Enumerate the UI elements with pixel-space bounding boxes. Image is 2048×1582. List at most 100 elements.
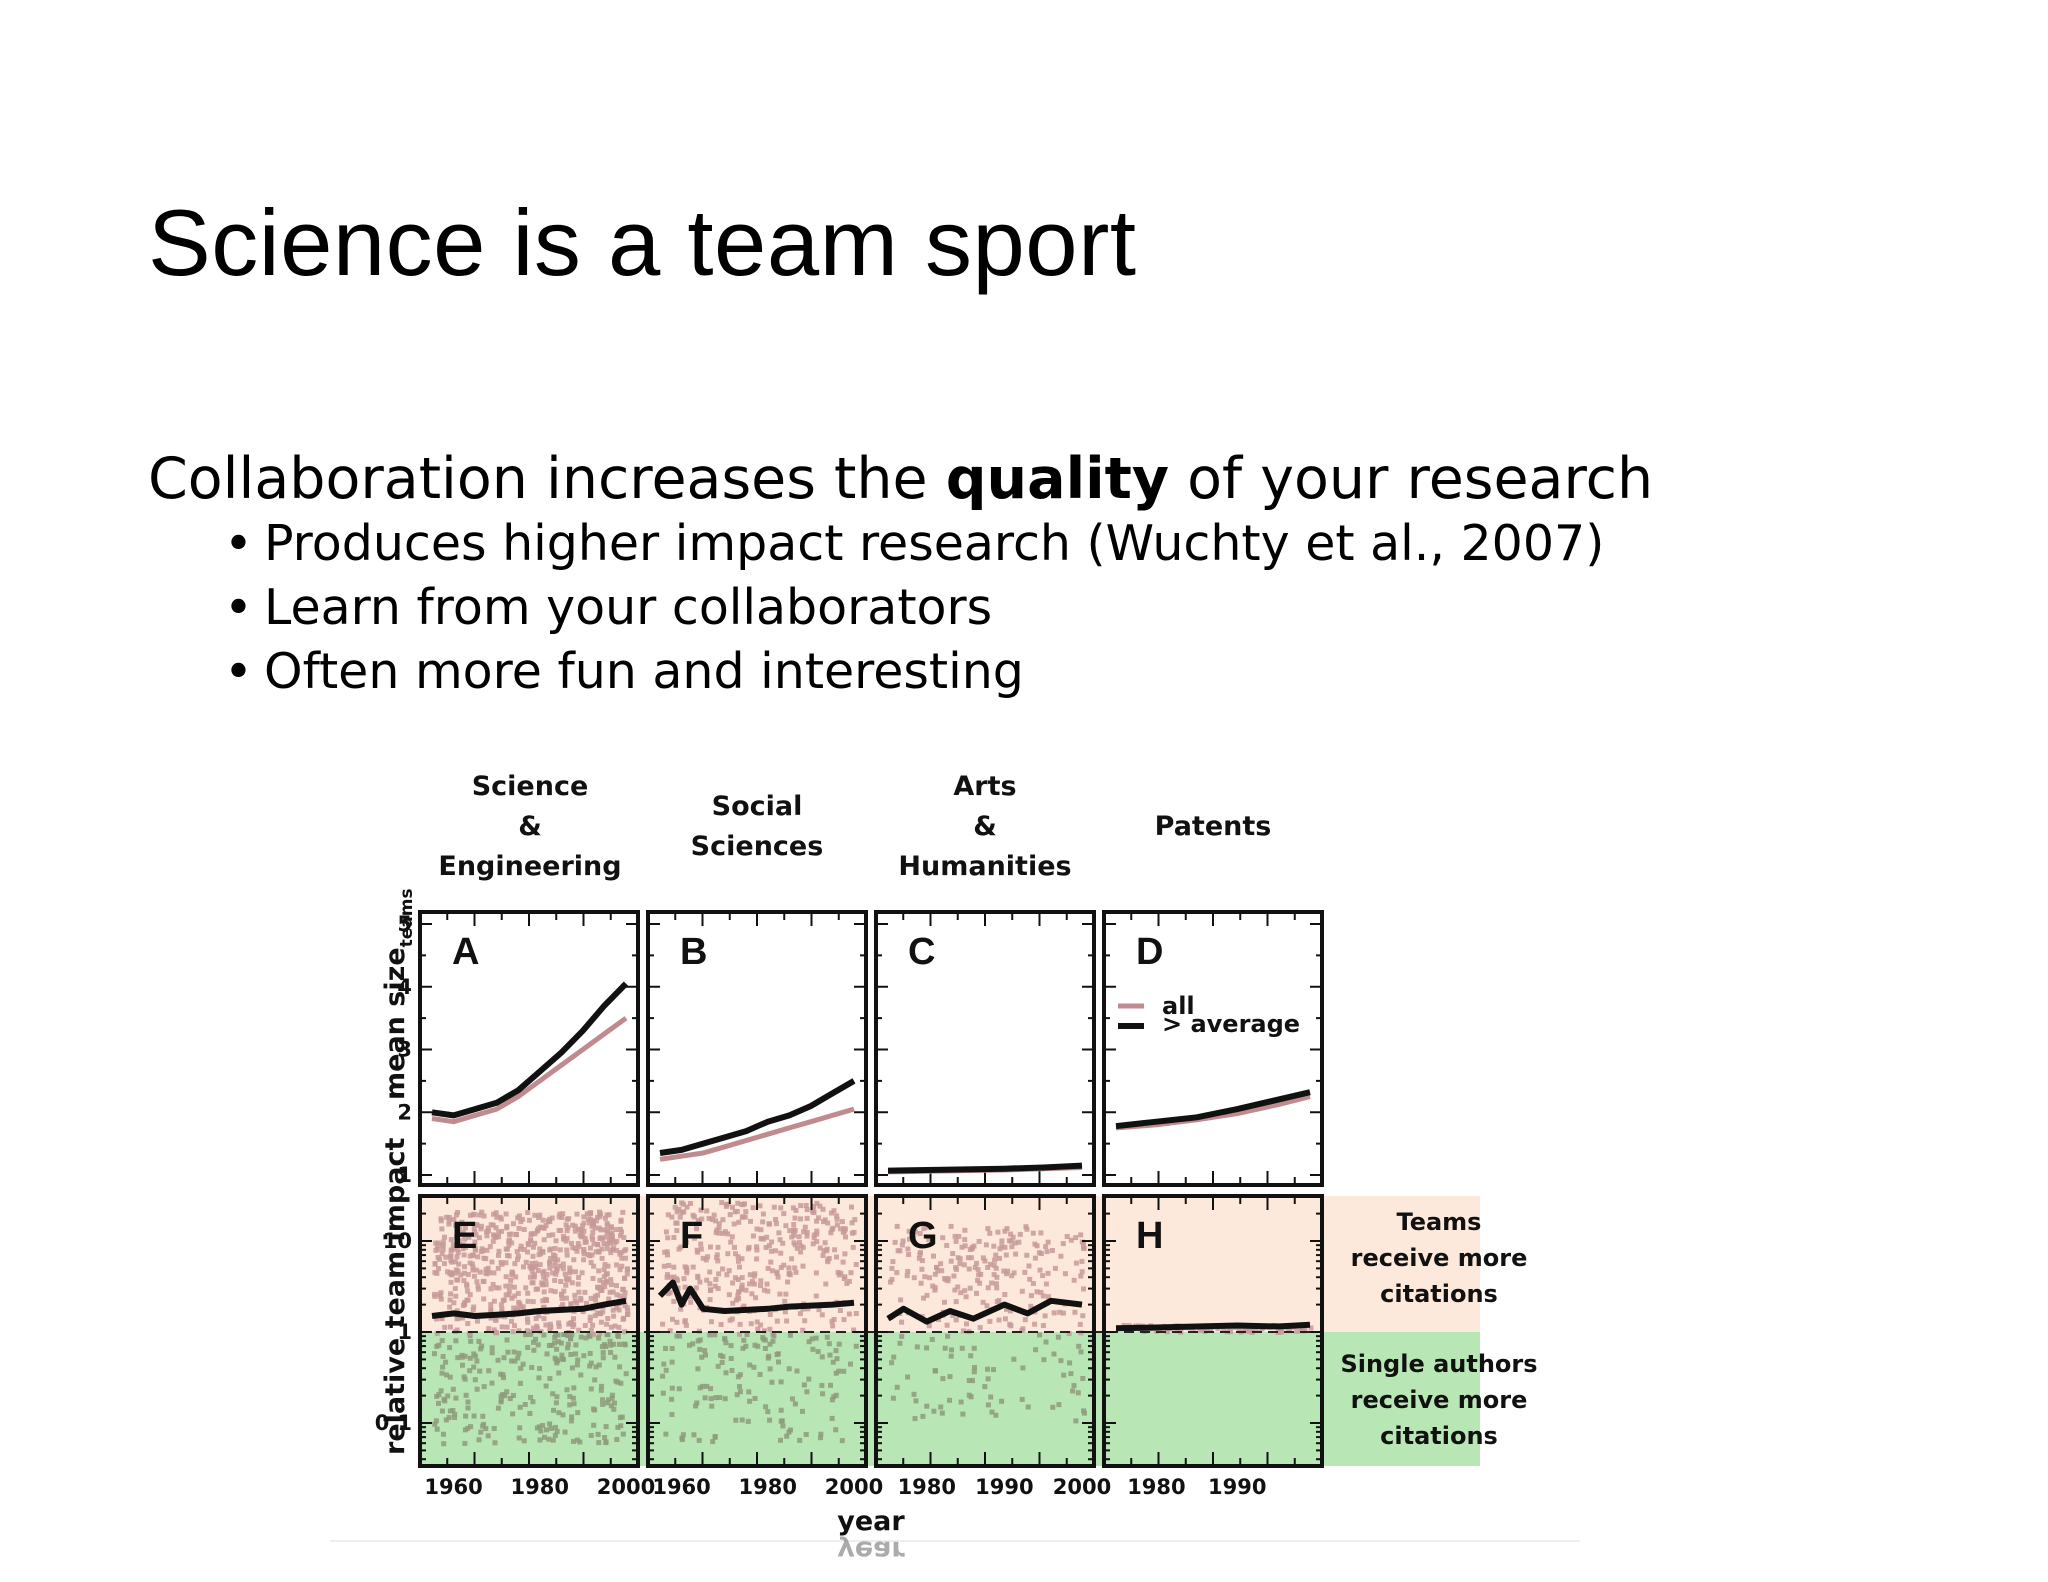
series-line-A-all — [431, 1016, 628, 1125]
scatter-dot — [618, 1250, 624, 1255]
scatter-dot — [438, 1218, 444, 1224]
scatter-dot — [574, 1211, 580, 1217]
scatter-dot — [939, 1410, 945, 1416]
scatter-dot — [454, 1277, 460, 1283]
scatter-dot — [994, 1299, 1000, 1304]
scatter-dot — [591, 1222, 596, 1228]
scatter-dot — [521, 1264, 526, 1270]
scatter-dot — [957, 1261, 963, 1267]
scatter-dot — [495, 1265, 501, 1271]
scatter-dot — [504, 1337, 510, 1343]
scatter-dot — [618, 1380, 624, 1386]
scatter-dot — [985, 1376, 991, 1382]
scatter-dot — [442, 1234, 447, 1240]
scatter-dot — [592, 1377, 598, 1383]
scatter-dot — [479, 1209, 485, 1215]
scatter-dot — [944, 1322, 950, 1328]
scatter-dot — [798, 1203, 804, 1209]
side-note-single-authors: Single authors — [1340, 1350, 1537, 1378]
scatter-dot — [557, 1211, 563, 1217]
scatter-dot — [754, 1319, 760, 1325]
scatter-dot — [749, 1291, 755, 1297]
scatter-dot — [754, 1226, 760, 1232]
scatter-dot — [529, 1231, 535, 1237]
scatter-dot — [439, 1242, 445, 1248]
scatter-dot — [576, 1275, 582, 1280]
scatter-dot — [439, 1338, 445, 1344]
scatter-dot — [432, 1261, 438, 1266]
scatter-dot — [1007, 1308, 1013, 1314]
scatter-dot — [621, 1248, 627, 1254]
scatter-dot — [465, 1405, 471, 1411]
scatter-dot — [523, 1259, 529, 1265]
scatter-dot — [461, 1278, 467, 1284]
scatter-dot — [1033, 1347, 1039, 1353]
scatter-dot — [529, 1365, 535, 1370]
scatter-dot — [470, 1307, 476, 1313]
scatter-dot — [1077, 1321, 1083, 1327]
scatter-dot — [552, 1432, 558, 1438]
scatter-dot — [758, 1283, 763, 1289]
scatter-dot — [618, 1217, 624, 1223]
scatter-dot — [695, 1366, 701, 1372]
scatter-dot — [758, 1278, 764, 1284]
scatter-dot — [736, 1258, 741, 1264]
scatter-dot — [904, 1273, 910, 1279]
scatter-dot — [833, 1370, 839, 1376]
scatter-dot — [739, 1275, 745, 1281]
scatter-dot — [511, 1284, 517, 1290]
scatter-dot — [993, 1281, 999, 1287]
scatter-dot — [751, 1364, 757, 1370]
scatter-dot — [851, 1229, 857, 1235]
scatter-dot — [571, 1257, 577, 1263]
scatter-dot — [1020, 1365, 1026, 1371]
scatter-dot — [1071, 1277, 1077, 1283]
scatter-dot — [700, 1255, 706, 1261]
scatter-dot — [537, 1437, 543, 1443]
scatter-dot — [552, 1277, 558, 1283]
scatter-dot — [669, 1346, 675, 1351]
scatter-dot — [737, 1321, 743, 1327]
scatter-dot — [483, 1426, 489, 1432]
scatter-dot — [461, 1252, 467, 1258]
scatter-dots-F — [660, 1200, 859, 1445]
scatter-dot — [465, 1399, 471, 1405]
scatter-dot — [888, 1279, 893, 1285]
scatter-dot — [898, 1297, 904, 1303]
scatter-dot — [614, 1292, 620, 1298]
scatter-dot — [512, 1358, 518, 1364]
scatter-dot — [604, 1228, 610, 1234]
scatter-dot — [1078, 1349, 1084, 1355]
scatter-dot — [802, 1318, 808, 1324]
scatter-dot — [565, 1341, 571, 1347]
scatter-dot — [1068, 1237, 1074, 1243]
scatter-dot — [543, 1277, 549, 1283]
scatter-dot — [450, 1386, 456, 1392]
scatter-dot — [1028, 1303, 1034, 1309]
scatter-dot — [517, 1246, 523, 1252]
scatter-dot — [525, 1316, 530, 1322]
bullet-list: Produces higher impact research (Wuchty … — [148, 512, 1653, 704]
scatter-dot — [520, 1361, 526, 1367]
scatter-dot — [892, 1239, 898, 1245]
scatter-dot — [1043, 1244, 1049, 1250]
scatter-dot — [483, 1256, 489, 1262]
scatter-dot — [455, 1246, 460, 1252]
scatter-dot — [921, 1295, 926, 1301]
scatter-dot — [751, 1273, 757, 1279]
scatter-dot — [587, 1314, 593, 1320]
scatter-dot — [535, 1268, 541, 1274]
scatter-dot — [591, 1331, 596, 1337]
scatter-dot — [692, 1235, 697, 1241]
scatter-dot — [571, 1385, 577, 1391]
scatter-dot — [1042, 1313, 1048, 1319]
scatter-dot — [950, 1312, 956, 1318]
scatter-dot — [758, 1227, 764, 1233]
scatter-dot — [587, 1363, 593, 1369]
scatter-dot — [495, 1405, 501, 1411]
scatter-dot — [529, 1269, 535, 1275]
scatter-dot — [512, 1323, 517, 1329]
scatter-dot — [451, 1300, 457, 1306]
scatter-dot — [483, 1266, 489, 1272]
scatter-dot — [481, 1421, 487, 1427]
